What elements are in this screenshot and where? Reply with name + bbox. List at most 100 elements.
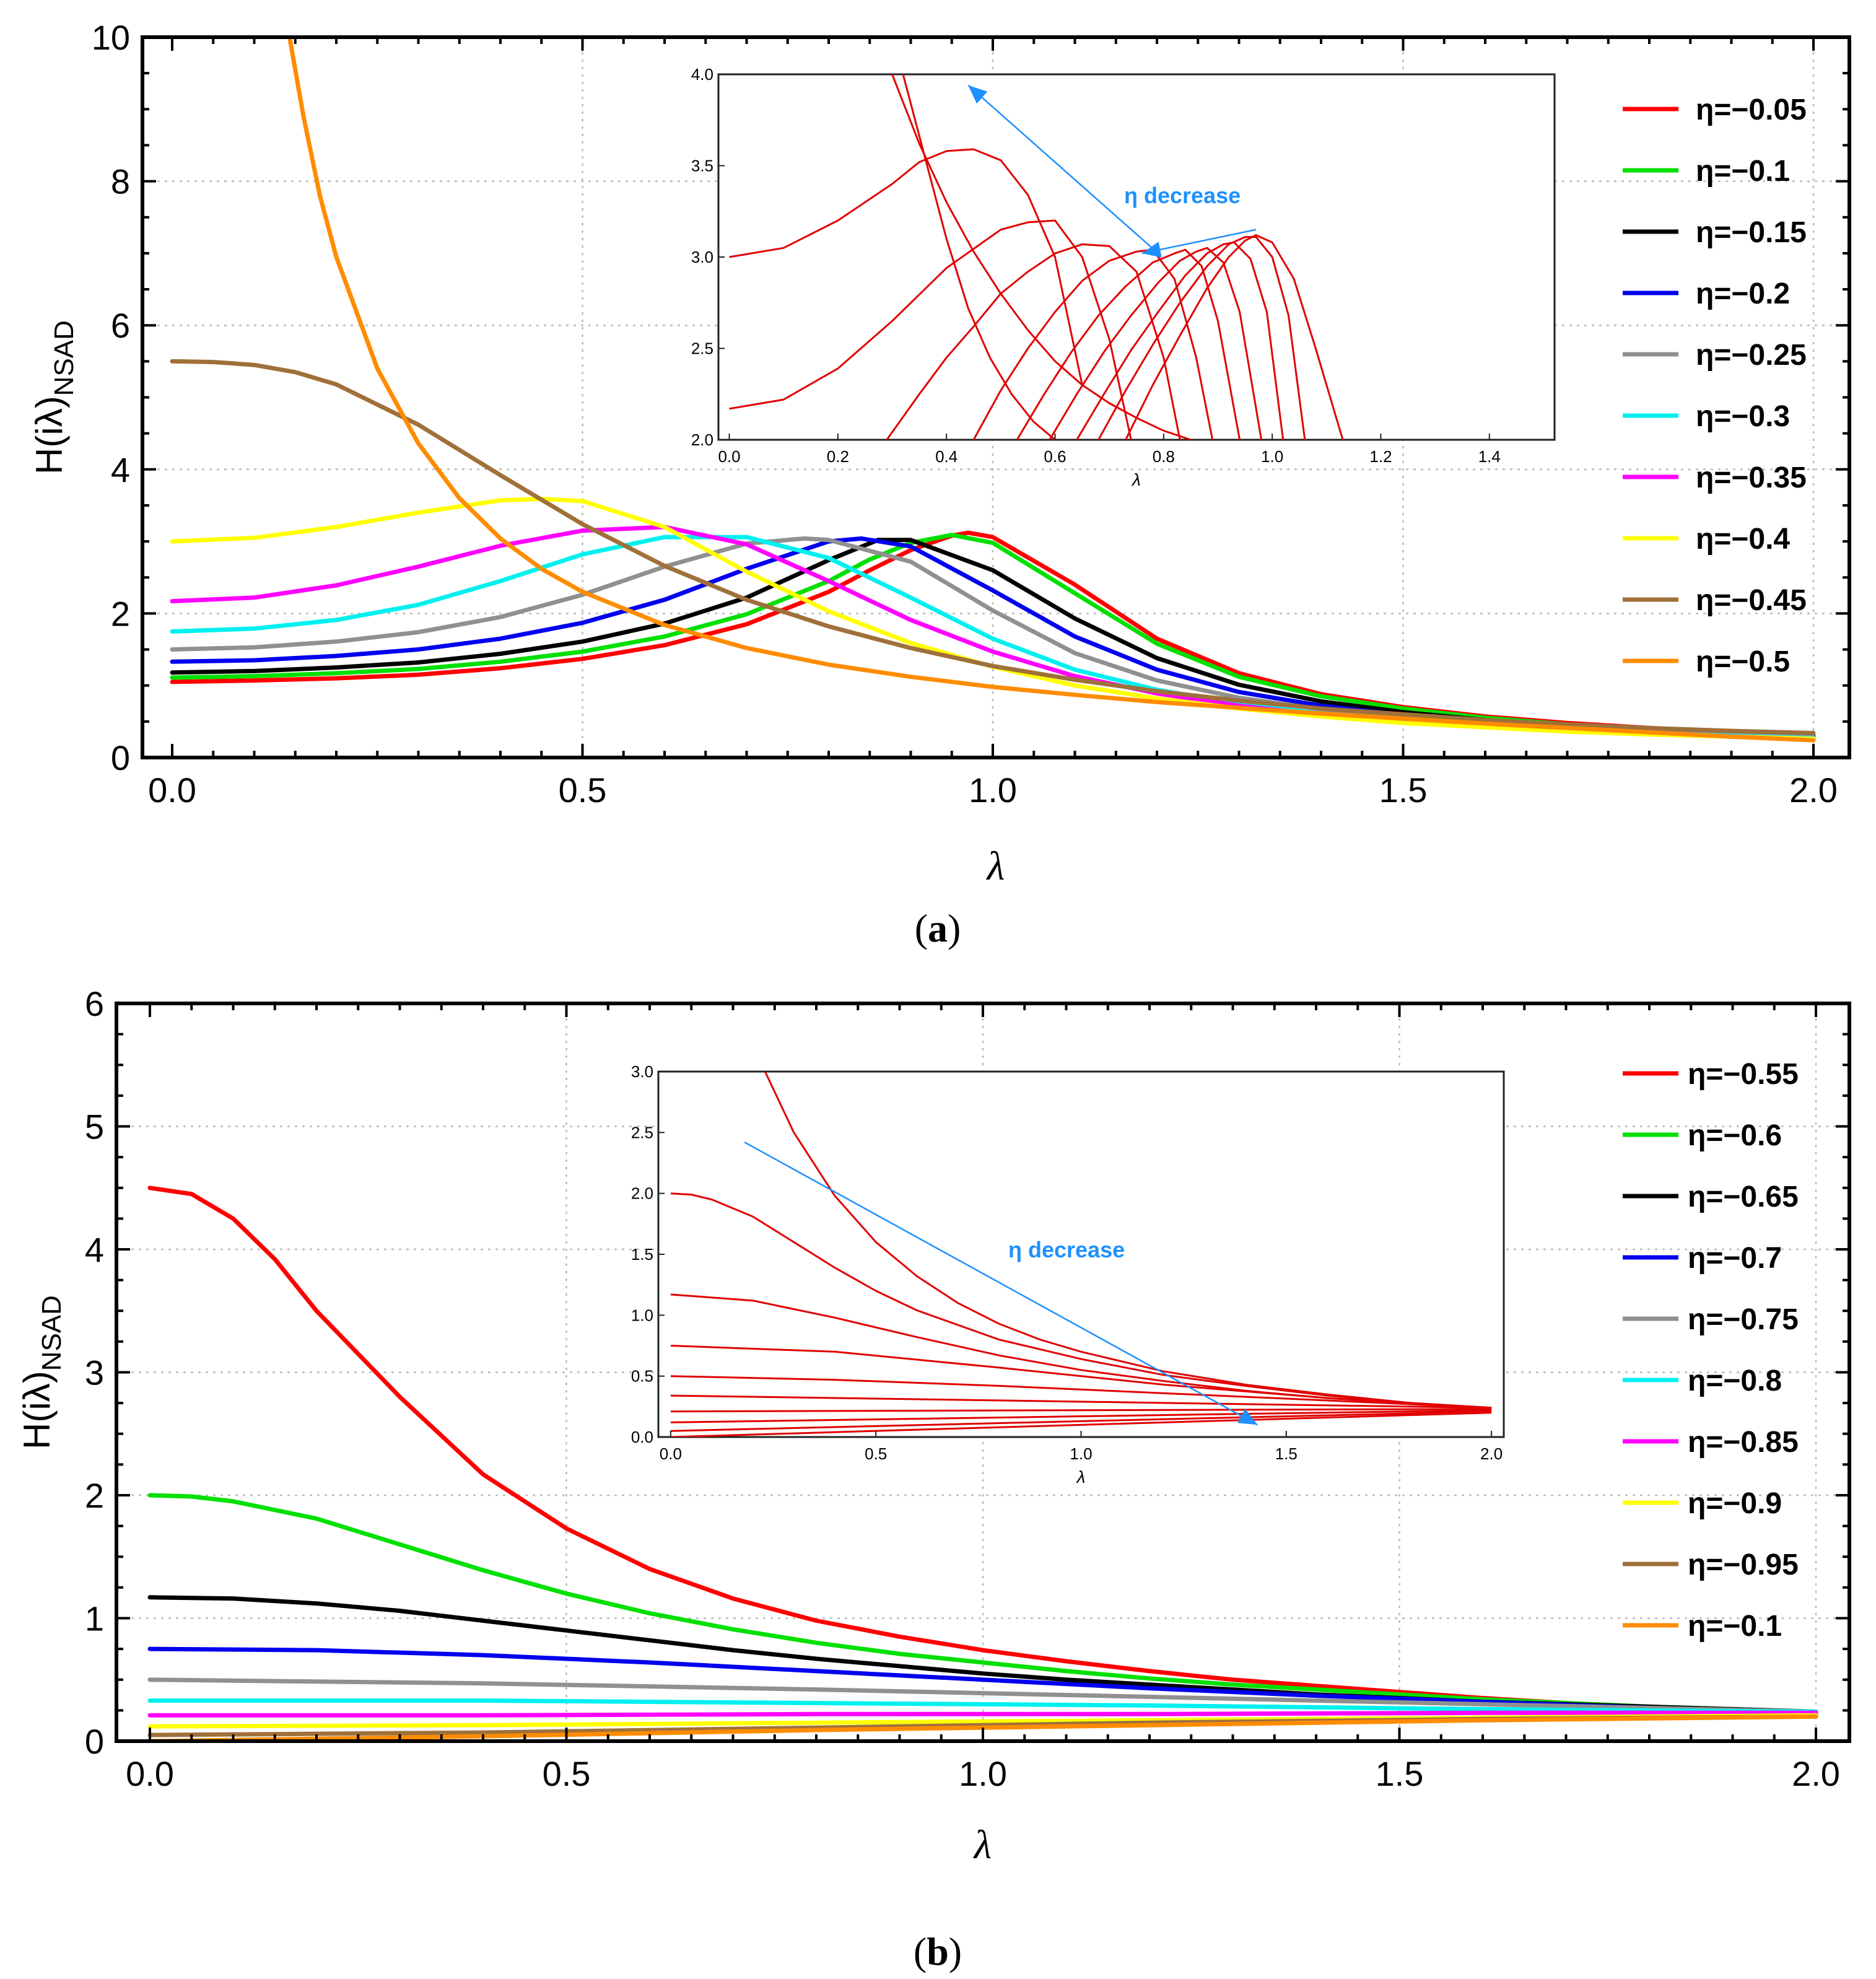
panel-a-inset: 0.0 0.2 0.4 0.6 0.8 1.0 1.2 1.4 2.0 2.5 3.0 3.5 4.0 λ… bbox=[691, 65, 1556, 489]
x-tick-label: 0.0 bbox=[148, 771, 196, 810]
panel-b-inset: 0.0 0.5 1.0 1.5 2.0 0.0 0.5 1.0 1.5 2.0 2.5 3.0 λ η d… bbox=[631, 1062, 1505, 1487]
inset-curve-6 bbox=[972, 248, 1214, 440]
x-tick-label: 2.0 bbox=[1789, 771, 1838, 810]
y-tick-label: 4 bbox=[85, 1230, 104, 1269]
inset-x-tick-label: 0.0 bbox=[660, 1444, 682, 1463]
inset-curve-5 bbox=[670, 1375, 1492, 1409]
inset-x-tick-label: 0.4 bbox=[935, 447, 958, 466]
inset-curve-4 bbox=[670, 1345, 1492, 1410]
legend-label-6: η=−0.3 bbox=[1696, 400, 1790, 433]
panel-a-x-axis-label: λ bbox=[986, 844, 1005, 889]
series-line-6 bbox=[147, 1698, 1818, 1714]
inset-arrow-short bbox=[1141, 229, 1257, 255]
series-line-7 bbox=[147, 1710, 1818, 1718]
panel-a-legend: η=−0.05 η=−0.1 η=−0.15 η=−0.2 η=−0.25 η=−0.3 η… bbox=[1623, 94, 1807, 678]
legend-label-1: η=−0.55 bbox=[1688, 1058, 1799, 1091]
inset-y-tick-label: 2.0 bbox=[691, 430, 713, 449]
inset-curve-10 bbox=[1097, 236, 1306, 440]
panel-a-y-axis-label-main: H(iλ) bbox=[28, 396, 70, 474]
inset-curve-1 bbox=[891, 74, 1192, 440]
inset-arrow-short-head bbox=[1141, 242, 1162, 258]
inset-x-tick-label: 0.0 bbox=[718, 447, 740, 466]
inset-x-tick-label: 0.2 bbox=[827, 447, 849, 466]
inset-y-tick-label: 2.5 bbox=[691, 339, 713, 358]
inset-y-tick-label: 4.0 bbox=[691, 65, 713, 84]
inset-x-tick-label: 1.0 bbox=[1070, 1444, 1092, 1463]
x-tick-label: 1.0 bbox=[959, 1754, 1007, 1793]
x-tick-label: 0.5 bbox=[559, 771, 607, 810]
panel-a-y-axis-label-sub: NSAD bbox=[49, 320, 79, 396]
y-tick-label: 5 bbox=[85, 1107, 104, 1147]
panel-b-y-axis-label-sub: NSAD bbox=[37, 1295, 67, 1371]
y-tick-label: 1 bbox=[85, 1599, 104, 1638]
inset-curve-6 bbox=[670, 1394, 1492, 1409]
x-tick-label: 1.5 bbox=[1379, 771, 1428, 810]
inset-curve-9 bbox=[670, 1410, 1492, 1432]
x-tick-label: 1.5 bbox=[1376, 1754, 1424, 1793]
inset-arrow-main-head bbox=[1237, 1409, 1258, 1425]
panel-a-caption: (a) bbox=[915, 906, 961, 950]
inset-y-tick-label: 0.0 bbox=[631, 1428, 653, 1446]
inset-x-tick-label: 0.5 bbox=[865, 1444, 887, 1463]
inset-curve-2 bbox=[670, 1192, 1492, 1409]
inset-x-tick-label: 0.8 bbox=[1153, 447, 1175, 466]
inset-curve-7 bbox=[1016, 248, 1241, 440]
legend-label-1: η=−0.05 bbox=[1696, 94, 1807, 126]
panel-b-caption: (b) bbox=[914, 1929, 962, 1973]
inset-curve-8 bbox=[1049, 247, 1263, 440]
y-tick-label: 6 bbox=[85, 984, 104, 1023]
inset-curve-8 bbox=[670, 1409, 1492, 1423]
legend-label-3: η=−0.15 bbox=[1696, 216, 1807, 249]
y-tick-label: 6 bbox=[111, 306, 130, 345]
inset-y-tick-label: 3.5 bbox=[691, 157, 713, 175]
panel-a-caption-label: a bbox=[928, 906, 948, 950]
y-tick-label: 0 bbox=[111, 738, 130, 777]
panel-a-y-tick-labels: 0 2 4 6 8 10 bbox=[92, 18, 130, 777]
panel-b-legend: η=−0.55 η=−0.6 η=−0.65 η=−0.7 η=−0.75 η=−0.8 η… bbox=[1623, 1058, 1799, 1643]
legend-label-5: η=−0.25 bbox=[1696, 339, 1807, 372]
legend-label-9: η=−0.95 bbox=[1688, 1549, 1799, 1581]
inset-curve-11 bbox=[1125, 234, 1344, 440]
inset-curve-3 bbox=[729, 148, 1083, 385]
panel-b-grid bbox=[116, 1003, 1849, 1741]
inset-x-tick-label: 1.0 bbox=[1261, 447, 1283, 466]
legend-label-2: η=−0.6 bbox=[1688, 1119, 1782, 1152]
legend-label-8: η=−0.4 bbox=[1696, 523, 1790, 556]
inset-curves bbox=[729, 74, 1344, 440]
panel-a-ticks bbox=[142, 36, 1849, 759]
panel-b-y-axis-label: H(iλ)NSAD bbox=[16, 1295, 67, 1449]
panel-b-caption-label: b bbox=[927, 1929, 949, 1973]
inset-curve-5 bbox=[886, 243, 1181, 440]
inset-x-tick-label: 2.0 bbox=[1480, 1444, 1503, 1463]
inset-curve-7 bbox=[670, 1408, 1492, 1413]
y-tick-label: 0 bbox=[85, 1722, 104, 1761]
inset-annotation: η decrease bbox=[1124, 183, 1241, 208]
inset-arrow-main bbox=[967, 84, 1159, 255]
inset-y-tick-label: 3.0 bbox=[691, 248, 713, 266]
legend-label-4: η=−0.7 bbox=[1688, 1242, 1782, 1275]
panel-b-y-tick-labels: 0 1 2 3 4 5 6 bbox=[85, 984, 104, 1761]
legend-label-3: η=−0.65 bbox=[1688, 1181, 1799, 1213]
panel-b-x-tick-labels: 0.0 0.5 1.0 1.5 2.0 bbox=[126, 1754, 1840, 1793]
legend-label-10: η=−0.5 bbox=[1696, 645, 1790, 678]
inset-frame bbox=[717, 73, 1556, 441]
legend-label-4: η=−0.2 bbox=[1696, 277, 1790, 310]
inset-x-tick-label: 0.6 bbox=[1044, 447, 1066, 466]
inset-curve-4 bbox=[729, 219, 1132, 440]
x-tick-label: 0.0 bbox=[126, 1754, 174, 1793]
y-tick-label: 8 bbox=[111, 162, 130, 201]
inset-y-tick-label: 2.5 bbox=[631, 1123, 653, 1142]
series-line-10 bbox=[287, 37, 1816, 743]
inset-x-axis-label: λ bbox=[1076, 1467, 1086, 1487]
inset-y-tick-label: 1.5 bbox=[631, 1245, 653, 1264]
inset-y-tick-label: 2.0 bbox=[631, 1184, 653, 1203]
legend-label-6: η=−0.8 bbox=[1688, 1365, 1782, 1397]
panel-a-y-axis-label: H(iλ)NSAD bbox=[28, 320, 79, 474]
y-tick-label: 2 bbox=[85, 1476, 104, 1515]
y-tick-label: 2 bbox=[111, 594, 130, 633]
x-tick-label: 1.0 bbox=[969, 771, 1017, 810]
inset-y-tick-label: 1.0 bbox=[631, 1306, 653, 1324]
